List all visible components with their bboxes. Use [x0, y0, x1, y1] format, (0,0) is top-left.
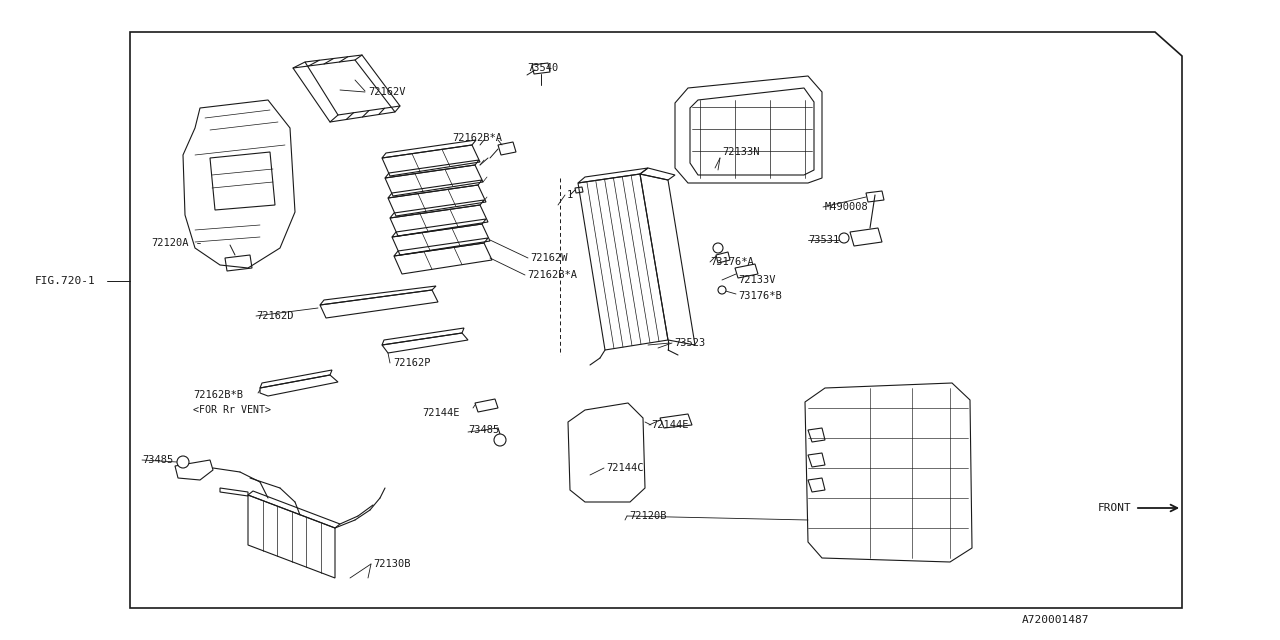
- Text: M490008: M490008: [826, 202, 869, 212]
- Text: <FOR Rr VENT>: <FOR Rr VENT>: [193, 405, 271, 415]
- Text: 73523: 73523: [675, 338, 705, 348]
- Text: 72144C: 72144C: [605, 463, 644, 473]
- Text: 73531: 73531: [808, 235, 840, 245]
- Circle shape: [838, 233, 849, 243]
- Text: 73485: 73485: [468, 425, 499, 435]
- Text: 72133V: 72133V: [739, 275, 776, 285]
- Text: 72162P: 72162P: [393, 358, 430, 368]
- Text: 72162B*A: 72162B*A: [527, 270, 577, 280]
- Text: 1: 1: [567, 190, 573, 200]
- Text: 72120A: 72120A: [151, 238, 188, 248]
- Text: 72120B: 72120B: [628, 511, 667, 521]
- Text: 72162D: 72162D: [256, 311, 293, 321]
- Text: 72144E: 72144E: [422, 408, 460, 418]
- Text: 72162B*A: 72162B*A: [452, 133, 502, 143]
- Text: 72130B: 72130B: [372, 559, 411, 569]
- Circle shape: [494, 434, 506, 446]
- Text: 73540: 73540: [527, 63, 558, 73]
- Text: 73176*A: 73176*A: [710, 257, 754, 267]
- Text: 72144E: 72144E: [652, 420, 689, 430]
- Circle shape: [718, 286, 726, 294]
- Text: A720001487: A720001487: [1021, 615, 1089, 625]
- Text: FIG.720-1: FIG.720-1: [35, 276, 96, 286]
- Circle shape: [177, 456, 189, 468]
- Text: 73176*B: 73176*B: [739, 291, 782, 301]
- Text: 73485: 73485: [142, 455, 173, 465]
- Circle shape: [713, 243, 723, 253]
- Text: FRONT: FRONT: [1098, 503, 1132, 513]
- Text: 72133N: 72133N: [722, 147, 759, 157]
- Text: 72162W: 72162W: [530, 253, 567, 263]
- Text: 72162B*B: 72162B*B: [193, 390, 243, 400]
- Text: 72162V: 72162V: [369, 87, 406, 97]
